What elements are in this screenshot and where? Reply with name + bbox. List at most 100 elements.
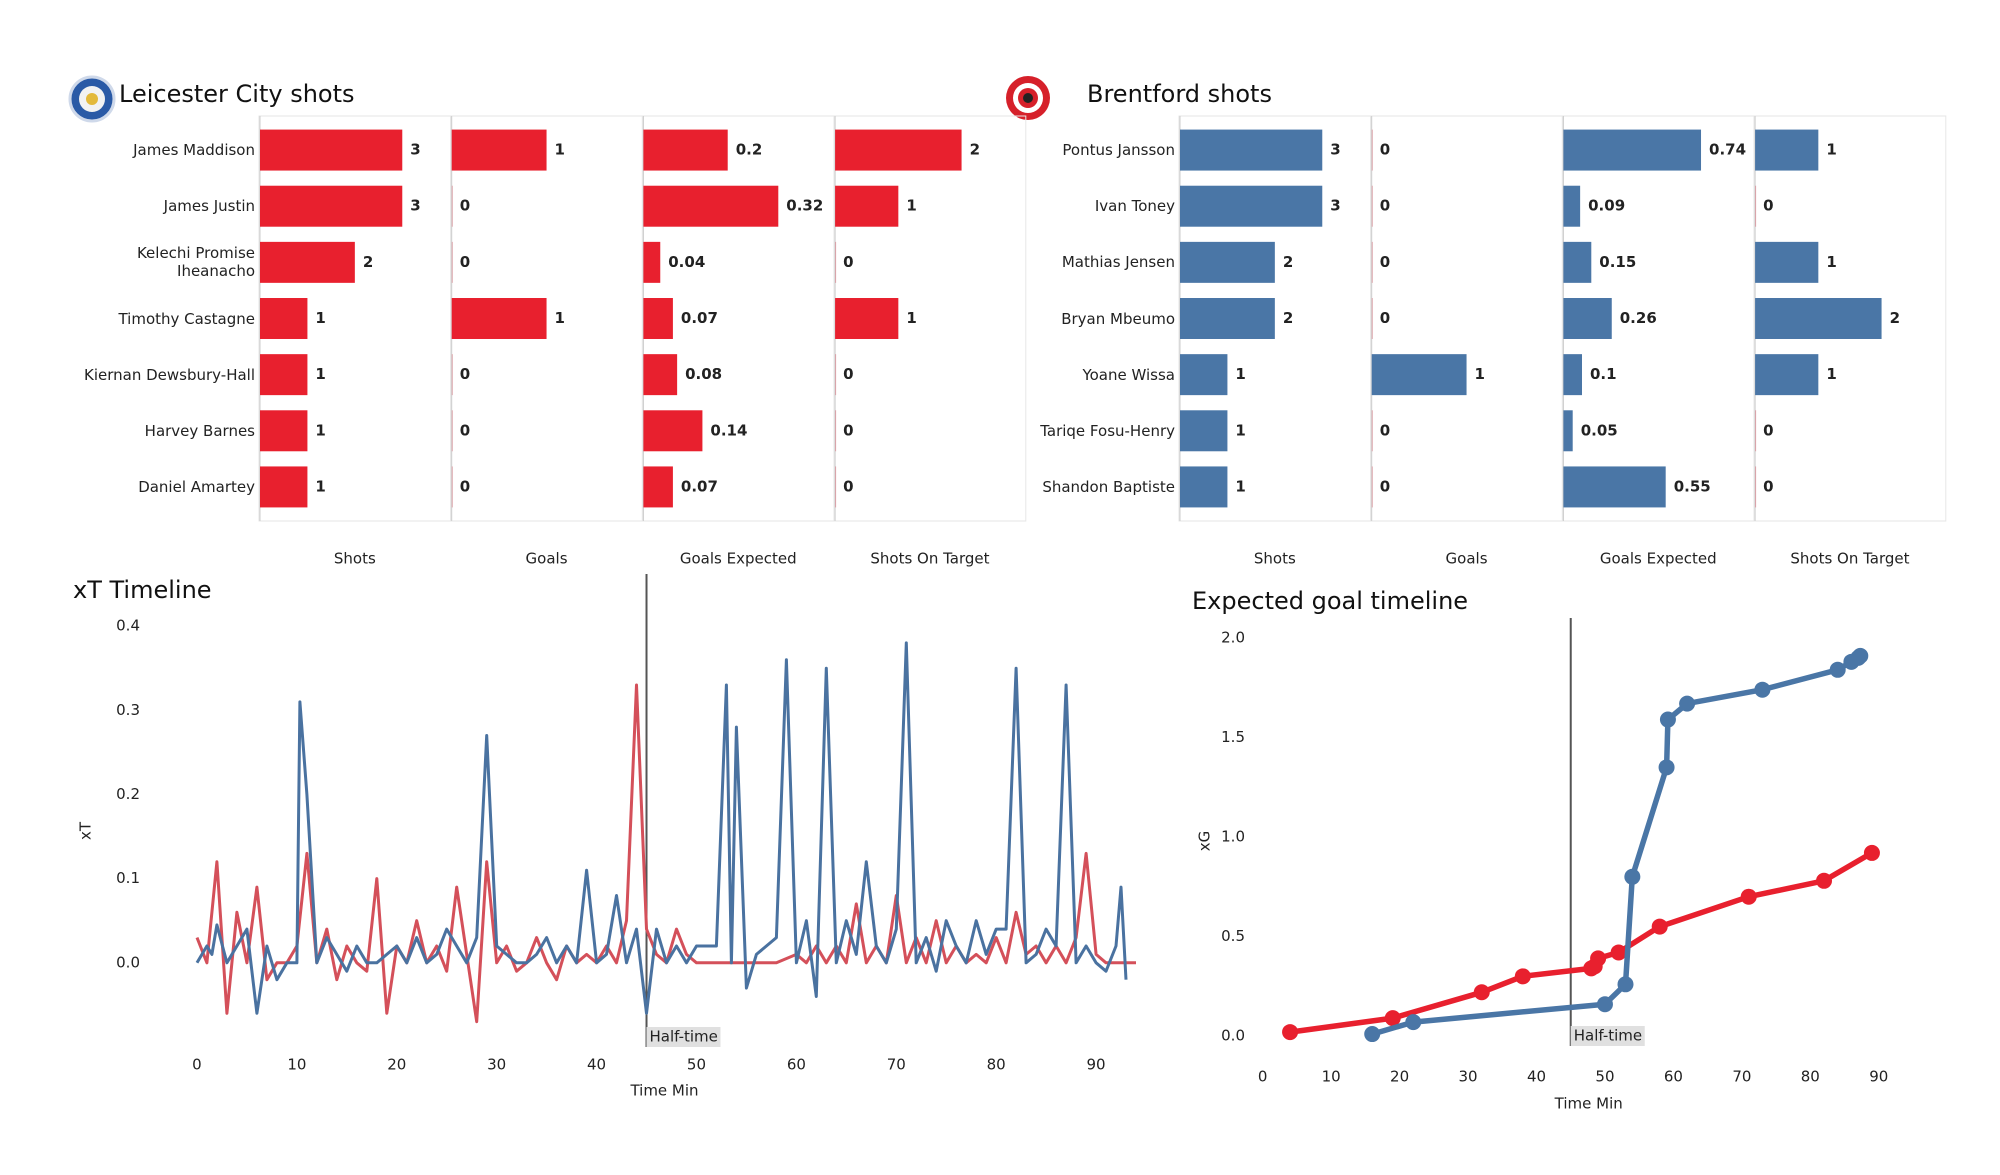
- value-label: 0: [1763, 197, 1773, 215]
- value-label: 0.04: [668, 253, 705, 271]
- player-label: James Justin: [163, 197, 255, 216]
- value-label: 2: [363, 253, 373, 271]
- bar: [643, 129, 728, 171]
- half-time-label: Half-time: [650, 1028, 718, 1046]
- x-tick-label: 60: [1664, 1068, 1683, 1086]
- bar: [451, 241, 453, 283]
- value-label: 0.2: [736, 141, 763, 159]
- bar: [643, 354, 678, 396]
- x-tick-label: 30: [487, 1056, 506, 1074]
- value-label: 3: [1330, 141, 1340, 159]
- bar: [1371, 298, 1373, 339]
- series-marker: [1617, 976, 1634, 993]
- player-label: Harvey Barnes: [144, 421, 255, 440]
- series-marker: [1282, 1024, 1299, 1041]
- bar: [1563, 241, 1592, 283]
- panel-frame: [833, 115, 1027, 522]
- value-label: 0: [460, 197, 470, 215]
- bar: [451, 354, 453, 396]
- panel-label: Goals Expected: [1600, 550, 1717, 568]
- value-label: 1: [1235, 365, 1245, 383]
- x-tick-label: 90: [1869, 1068, 1888, 1086]
- series-line: [195, 641, 1128, 1015]
- bar: [260, 354, 308, 396]
- series-marker: [1659, 711, 1676, 728]
- bar: [260, 129, 403, 171]
- bar: [643, 466, 673, 508]
- bar: [1755, 298, 1882, 339]
- player-label: James Maddison: [133, 141, 255, 160]
- series-marker: [1863, 844, 1880, 861]
- bar: [1563, 410, 1573, 452]
- x-tick-label: 80: [987, 1056, 1006, 1074]
- y-axis-label: xG: [1196, 831, 1214, 852]
- x-tick-label: 0: [192, 1056, 202, 1074]
- series-marker: [1679, 695, 1696, 712]
- bar: [1563, 466, 1666, 508]
- series-marker: [1852, 647, 1869, 664]
- bar: [1180, 466, 1228, 508]
- value-label: 0: [460, 253, 470, 271]
- player-label: Ivan Toney: [1094, 197, 1175, 216]
- series-marker: [1624, 868, 1641, 885]
- value-label: 0: [1380, 197, 1390, 215]
- bar: [1755, 466, 1757, 508]
- value-label: 0.74: [1709, 141, 1746, 159]
- panel-label: Goals: [1446, 550, 1488, 568]
- series-marker: [1384, 1010, 1401, 1027]
- value-label: 2: [970, 141, 980, 159]
- value-label: 0: [1763, 421, 1773, 439]
- value-label: 0: [843, 421, 853, 439]
- x-tick-label: 50: [687, 1056, 706, 1074]
- series-marker: [1610, 944, 1627, 961]
- x-tick-label: 80: [1801, 1068, 1820, 1086]
- panel-label: Shots On Target: [1790, 550, 1909, 568]
- bar: [835, 354, 837, 396]
- value-label: 1: [906, 197, 916, 215]
- series-marker: [1596, 996, 1613, 1013]
- value-label: 0: [1380, 309, 1390, 327]
- series-marker: [1473, 984, 1490, 1001]
- y-tick-label: 0.0: [116, 953, 140, 971]
- value-label: 0.05: [1581, 421, 1618, 439]
- bar: [835, 241, 837, 283]
- series-marker: [1514, 968, 1531, 985]
- bar: [1755, 354, 1819, 396]
- x-tick-label: 90: [1087, 1056, 1106, 1074]
- half-time-label: Half-time: [1574, 1027, 1642, 1045]
- x-tick-label: 70: [887, 1056, 906, 1074]
- bar: [451, 410, 453, 452]
- x-tick-label: 20: [387, 1056, 406, 1074]
- value-label: 0.1: [1590, 365, 1617, 383]
- value-label: 1: [1235, 421, 1245, 439]
- value-label: 0.09: [1588, 197, 1625, 215]
- bar: [451, 185, 453, 227]
- leicester-logo: [68, 75, 116, 123]
- x-axis-label: Time Min: [629, 1082, 698, 1100]
- y-tick-label: 0.4: [116, 617, 140, 635]
- bar: [643, 185, 779, 227]
- panel-frame: [1370, 115, 1563, 522]
- x-tick-label: 60: [787, 1056, 806, 1074]
- x-tick-label: 40: [587, 1056, 606, 1074]
- bar: [643, 241, 661, 283]
- player-label: Pontus Jansson: [1062, 141, 1175, 160]
- y-axis-label: xT: [77, 821, 95, 840]
- bar: [1371, 410, 1373, 452]
- bar: [1371, 185, 1373, 227]
- chart-title: Leicester City shots: [119, 80, 355, 108]
- panel-label: Goals Expected: [680, 550, 797, 568]
- value-label: 1: [555, 309, 565, 327]
- bar: [1371, 466, 1373, 508]
- value-label: 1: [315, 309, 325, 327]
- bar: [1563, 185, 1581, 227]
- series-marker: [1816, 872, 1833, 889]
- value-label: 1: [555, 141, 565, 159]
- value-label: 0: [1380, 253, 1390, 271]
- bar: [1563, 354, 1582, 396]
- value-label: 0.08: [685, 365, 722, 383]
- y-tick-label: 2.0: [1221, 628, 1245, 646]
- bar: [451, 466, 453, 508]
- value-label: 3: [410, 197, 420, 215]
